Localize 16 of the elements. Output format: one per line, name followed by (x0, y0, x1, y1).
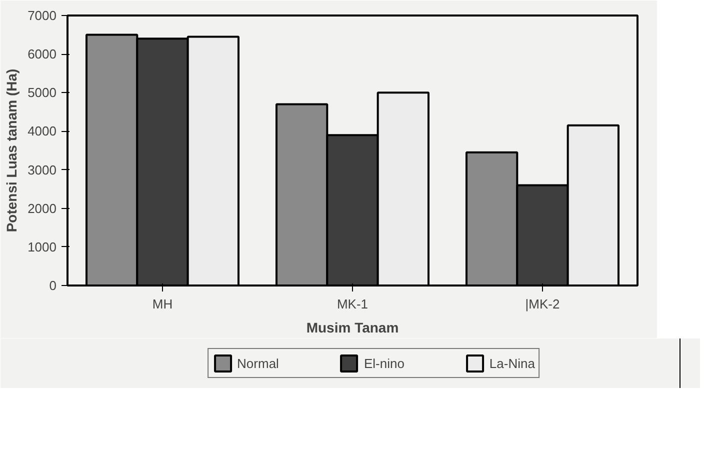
y-tick-label: 5000 (28, 85, 56, 100)
legend-label: El-nino (364, 356, 404, 370)
legend-label: La-Nina (489, 356, 535, 370)
x-tick-label: MK-1 (336, 296, 368, 312)
y-tick-label: 0 (49, 278, 57, 293)
y-tick-label: 4000 (28, 124, 56, 139)
x-axis-title: Musim Tanam (306, 320, 399, 336)
y-tick-label: 2000 (28, 200, 56, 216)
x-tick-label: |MK-2 (525, 296, 560, 312)
legend-label: Normal (237, 356, 279, 370)
y-tick-label: 1000 (28, 239, 56, 254)
y-tick-label: 3000 (28, 162, 56, 178)
y-axis-title: Potensi Luas tanam (Ha) (4, 68, 20, 232)
y-tick-label: 6000 (28, 46, 56, 62)
x-tick-label: MH (152, 296, 173, 312)
y-tick-label: 7000 (28, 8, 56, 23)
